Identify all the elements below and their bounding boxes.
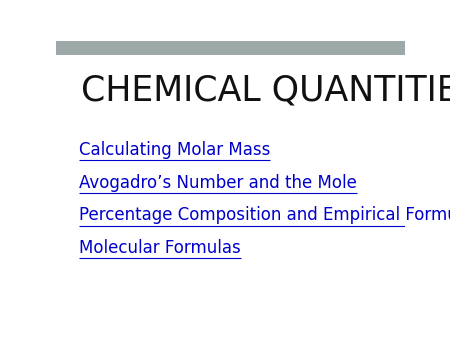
Text: Avogadro’s Number and the Mole: Avogadro’s Number and the Mole (79, 173, 357, 192)
Text: CHEMICAL QUANTITIES: CHEMICAL QUANTITIES (81, 73, 450, 107)
Text: Percentage Composition and Empirical Formulas: Percentage Composition and Empirical For… (79, 206, 450, 224)
Text: Molecular Formulas: Molecular Formulas (79, 239, 241, 257)
Text: Calculating Molar Mass: Calculating Molar Mass (79, 141, 270, 159)
Bar (56, 41, 405, 55)
